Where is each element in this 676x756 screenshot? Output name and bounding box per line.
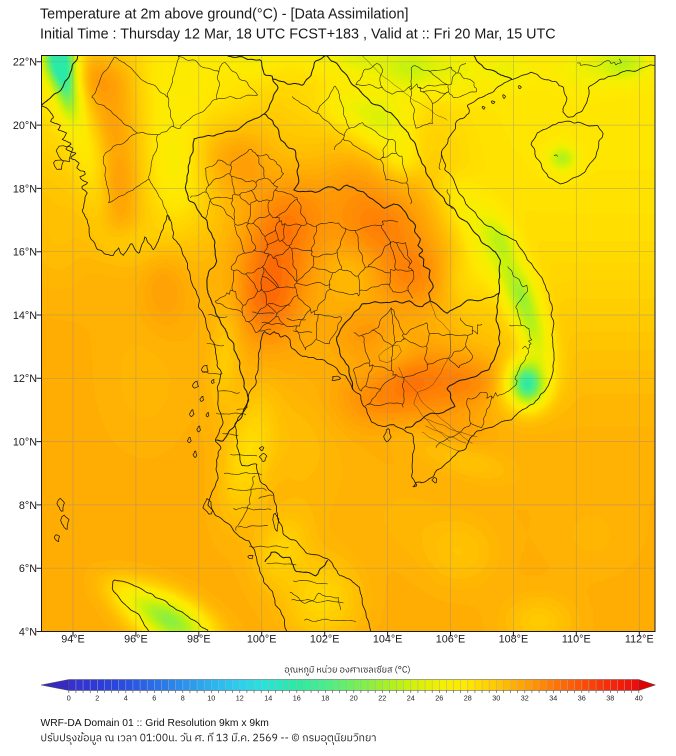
svg-text:34: 34 <box>549 694 557 703</box>
svg-text:6: 6 <box>152 694 156 703</box>
svg-text:18: 18 <box>321 694 329 703</box>
svg-text:108°E: 108°E <box>499 633 529 645</box>
svg-text:112°E: 112°E <box>625 633 654 645</box>
svg-text:0: 0 <box>67 694 71 703</box>
svg-text:16°N: 16°N <box>13 247 37 259</box>
svg-text:18°N: 18°N <box>13 183 37 195</box>
svg-text:8: 8 <box>181 694 185 703</box>
svg-text:10: 10 <box>207 694 215 703</box>
svg-text:104°E: 104°E <box>373 633 403 645</box>
svg-text:26: 26 <box>435 694 443 703</box>
svg-text:106°E: 106°E <box>436 633 466 645</box>
svg-text:8°N: 8°N <box>19 500 37 512</box>
svg-text:12°N: 12°N <box>13 373 37 385</box>
svg-text:24: 24 <box>407 694 415 703</box>
svg-text:110°E: 110°E <box>562 633 591 645</box>
svg-text:WRF-DA Domain 01 :: Grid Resol: WRF-DA Domain 01 :: Grid Resolution 9km … <box>41 718 269 729</box>
svg-text:Initial Time : Thursday 12 Mar: Initial Time : Thursday 12 Mar, 18 UTC F… <box>40 27 556 43</box>
svg-text:4°N: 4°N <box>19 626 37 638</box>
svg-text:14: 14 <box>264 694 272 703</box>
svg-text:20°N: 20°N <box>13 120 37 132</box>
svg-text:96°E: 96°E <box>124 633 148 645</box>
svg-text:22°N: 22°N <box>13 57 37 69</box>
svg-text:14°N: 14°N <box>13 310 37 322</box>
svg-text:4: 4 <box>124 694 128 703</box>
svg-text:38: 38 <box>606 694 614 703</box>
svg-text:98°E: 98°E <box>187 633 211 645</box>
svg-text:36: 36 <box>578 694 586 703</box>
svg-text:20: 20 <box>350 694 358 703</box>
svg-text:Temperature at 2m above ground: Temperature at 2m above ground(°C) - [Da… <box>40 6 408 22</box>
svg-text:10°N: 10°N <box>13 437 37 449</box>
svg-text:94°E: 94°E <box>61 633 85 645</box>
svg-text:28: 28 <box>464 694 472 703</box>
svg-text:2: 2 <box>95 694 99 703</box>
svg-text:22: 22 <box>378 694 386 703</box>
svg-text:6°N: 6°N <box>19 563 37 575</box>
svg-text:100°E: 100°E <box>247 633 277 645</box>
svg-text:12: 12 <box>236 694 244 703</box>
svg-text:32: 32 <box>521 694 529 703</box>
svg-text:40: 40 <box>635 694 643 703</box>
svg-text:16: 16 <box>293 694 301 703</box>
svg-text:30: 30 <box>492 694 500 703</box>
svg-text:102°E: 102°E <box>310 633 340 645</box>
